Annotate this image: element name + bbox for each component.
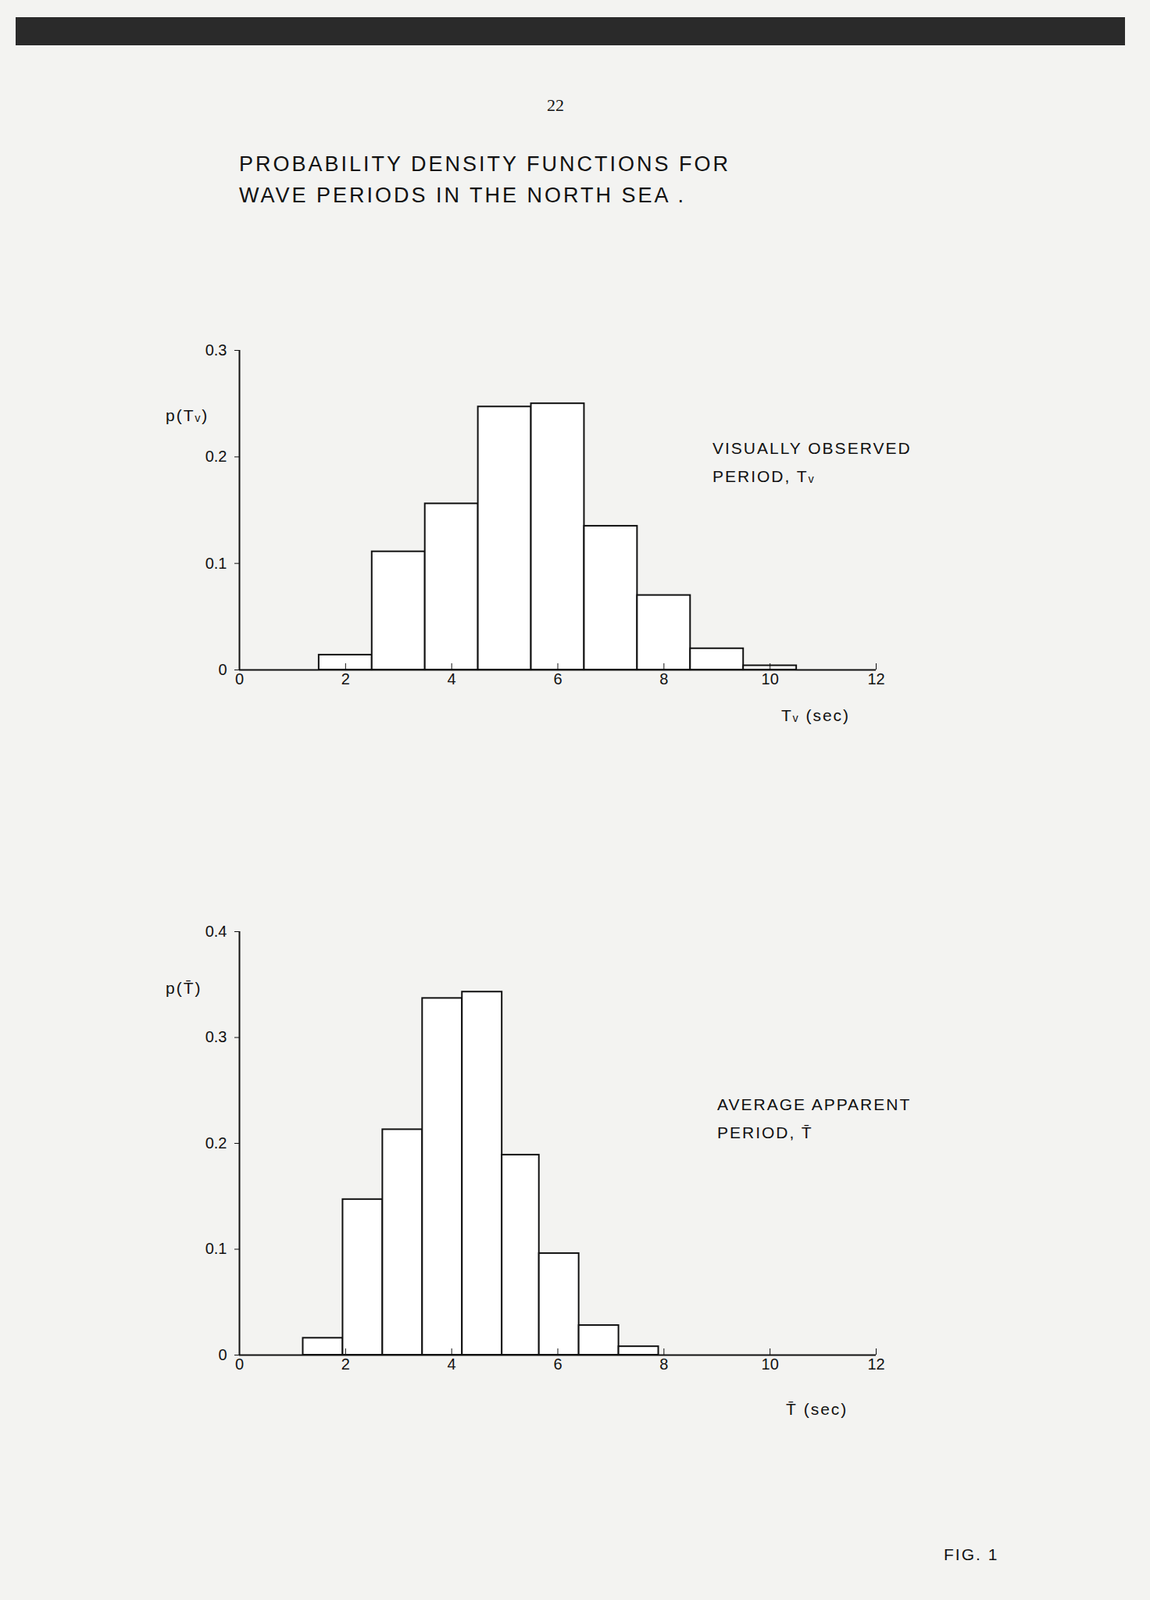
svg-text:8: 8 xyxy=(659,1355,668,1373)
html-text:p(Tᵥ): p(Tᵥ) xyxy=(165,406,209,425)
svg-text:12: 12 xyxy=(867,1355,885,1373)
svg-text:0: 0 xyxy=(235,670,244,688)
html-text:PROBABILITY DENSITY FUNCTIONS: PROBABILITY DENSITY FUNCTIONS FOR xyxy=(239,152,731,176)
svg-text:10: 10 xyxy=(761,1355,779,1373)
html-text:PERIOD, T̄: PERIOD, T̄ xyxy=(717,1123,813,1142)
svg-text:2: 2 xyxy=(341,1355,350,1373)
svg-text:4: 4 xyxy=(447,670,457,688)
svg-text:8: 8 xyxy=(659,670,668,688)
html-text:Tᵥ (sec): Tᵥ (sec) xyxy=(781,706,851,725)
html-text:22: 22 xyxy=(546,95,565,115)
html-text:p(T̄): p(T̄) xyxy=(165,978,202,997)
svg-text:0: 0 xyxy=(217,660,227,679)
svg-text:6: 6 xyxy=(553,670,562,688)
svg-text:10: 10 xyxy=(761,670,779,688)
html-text:T̄ (sec): T̄ (sec) xyxy=(785,1400,848,1418)
svg-text:0.1: 0.1 xyxy=(205,554,228,572)
svg-text:0.1: 0.1 xyxy=(205,1239,228,1258)
svg-text:0.3: 0.3 xyxy=(205,341,228,359)
svg-text:6: 6 xyxy=(553,1355,562,1373)
svg-text:2: 2 xyxy=(341,670,350,688)
svg-text:0.2: 0.2 xyxy=(205,1134,228,1152)
html-text:FIG. 1: FIG. 1 xyxy=(943,1545,999,1564)
html-text:PERIOD, Tᵥ: PERIOD, Tᵥ xyxy=(712,467,816,486)
svg-text:0.4: 0.4 xyxy=(205,922,228,940)
svg-text:0.2: 0.2 xyxy=(205,447,228,465)
svg-text:12: 12 xyxy=(867,670,885,688)
html-text:VISUALLY OBSERVED: VISUALLY OBSERVED xyxy=(712,439,912,458)
svg-text:0.3: 0.3 xyxy=(205,1028,228,1046)
svg-text:4: 4 xyxy=(447,1355,457,1373)
svg-text:0: 0 xyxy=(235,1355,244,1373)
html-text:AVERAGE APPARENT: AVERAGE APPARENT xyxy=(717,1095,912,1114)
html-text:WAVE PERIODS IN THE NORTH SEA: WAVE PERIODS IN THE NORTH SEA . xyxy=(239,183,687,208)
svg-text:0: 0 xyxy=(217,1346,227,1364)
